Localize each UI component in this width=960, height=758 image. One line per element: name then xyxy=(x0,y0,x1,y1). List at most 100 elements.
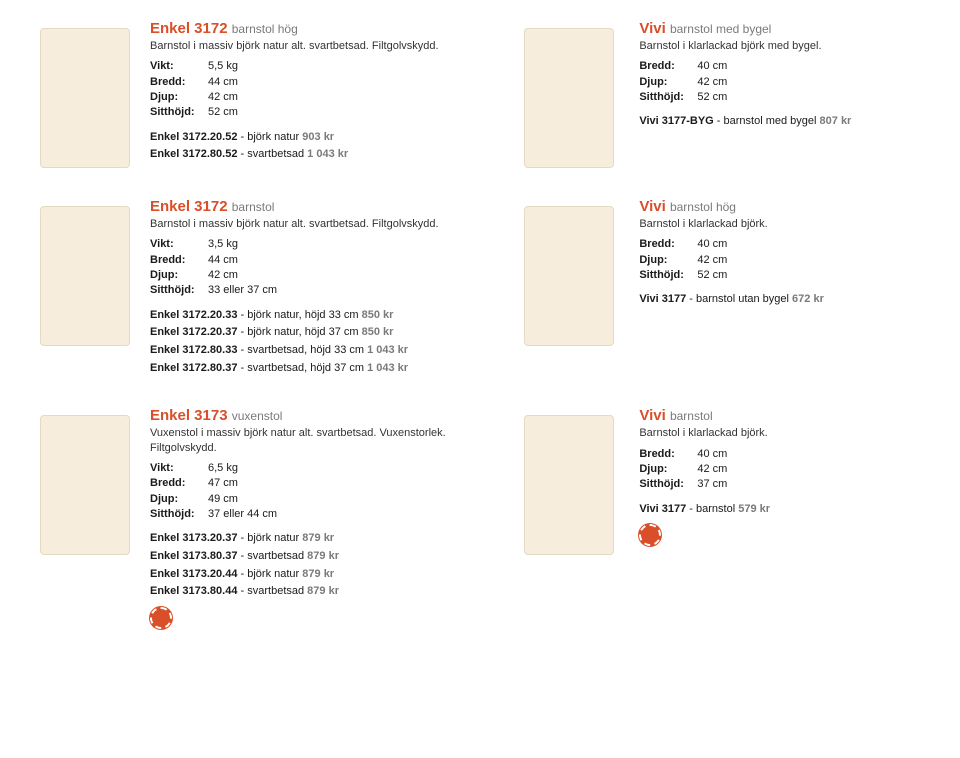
spec-table: Vikt:5,5 kgBredd:44 cmDjup:42 cmSitthöjd… xyxy=(150,59,509,121)
spec-row: Bredd:40 cm xyxy=(639,447,930,462)
sku-code: Enkel 3173.20.44 xyxy=(150,568,237,580)
spec-value: 6,5 kg xyxy=(208,461,238,476)
sku-line: Vivi 3177-BYG - barnstol med bygel 807 k… xyxy=(639,113,930,131)
sku-list: Vivi 3177 - barnstol 579 kr xyxy=(639,501,930,519)
spec-value: 42 cm xyxy=(208,268,238,283)
spec-label: Djup: xyxy=(150,268,208,283)
spec-value: 33 eller 37 cm xyxy=(208,283,277,298)
spec-label: Bredd: xyxy=(639,237,697,252)
product-title: Enkel 3173 vuxenstol xyxy=(150,407,509,424)
product-desc: Vuxenstol i massiv björk natur alt. svar… xyxy=(150,426,509,455)
spec-row: Sitthöjd:37 eller 44 cm xyxy=(150,507,509,522)
sku-code: Enkel 3173.80.44 xyxy=(150,585,237,597)
spec-label: Bredd: xyxy=(639,59,697,74)
product-card: Enkel 3172 barnstolBarnstol i massiv bjö… xyxy=(30,198,509,377)
sku-list: Enkel 3172.20.52 - björk natur 903 krEnk… xyxy=(150,129,509,164)
sku-list: Vivi 3177 - barnstol utan bygel 672 kr xyxy=(639,291,930,309)
product-title-accent: Enkel 3173 xyxy=(150,407,228,424)
product-card: Vivi barnstol Barnstol i klarlackad björk… xyxy=(509,407,930,629)
spec-row: Vikt:3,5 kg xyxy=(150,237,509,252)
spec-label: Sitthöjd: xyxy=(639,268,697,283)
spec-label: Djup: xyxy=(150,90,208,105)
chair-image xyxy=(524,28,614,168)
sku-line: Enkel 3173.20.37 - björk natur 879 kr xyxy=(150,530,509,548)
spec-label: Djup: xyxy=(150,492,208,507)
spec-label: Vikt: xyxy=(150,59,208,74)
spec-row: Djup:49 cm xyxy=(150,492,509,507)
sku-price: 672 kr xyxy=(792,293,824,305)
product-desc: Barnstol i massiv björk natur alt. svart… xyxy=(150,217,509,231)
sku-code: Vivi 3177 xyxy=(639,293,686,305)
product-image-col xyxy=(509,20,629,168)
spec-value: 3,5 kg xyxy=(208,237,238,252)
sku-price: 807 kr xyxy=(820,115,852,127)
catalog-row: Enkel 3172 barnstol högBarnstol i massiv… xyxy=(30,20,930,168)
sku-price: 879 kr xyxy=(307,585,339,597)
sku-price: 1 043 kr xyxy=(307,148,348,160)
product-desc: Barnstol i klarlackad björk med bygel. xyxy=(639,39,930,53)
sku-code: Enkel 3172.80.33 xyxy=(150,344,237,356)
spec-row: Djup:42 cm xyxy=(150,90,509,105)
sku-line: Enkel 3172.80.33 - svartbetsad, höjd 33 … xyxy=(150,342,509,360)
product-text: Vivi barnstol hög Barnstol i klarlackad b… xyxy=(629,198,930,377)
product-title: Vivi barnstol xyxy=(639,407,930,424)
spec-row: Sitthöjd:52 cm xyxy=(150,105,509,120)
product-desc: Barnstol i klarlackad björk. xyxy=(639,426,930,440)
spec-value: 42 cm xyxy=(697,253,727,268)
product-title: Vivi barnstol med bygel xyxy=(639,20,930,37)
product-desc: Barnstol i klarlackad björk. xyxy=(639,217,930,231)
spec-label: Vikt: xyxy=(150,237,208,252)
spec-label: Vikt: xyxy=(150,461,208,476)
sku-code: Enkel 3172.20.37 xyxy=(150,326,237,338)
spec-label: Djup: xyxy=(639,462,697,477)
sku-price: 1 043 kr xyxy=(367,362,408,374)
spec-label: Sitthöjd: xyxy=(150,283,208,298)
sku-line: Enkel 3173.20.44 - björk natur 879 kr xyxy=(150,566,509,584)
sku-line: Enkel 3173.80.44 - svartbetsad 879 kr xyxy=(150,583,509,601)
sku-code: Enkel 3172.20.33 xyxy=(150,309,237,321)
product-desc: Barnstol i massiv björk natur alt. svart… xyxy=(150,39,509,53)
spec-value: 40 cm xyxy=(697,447,727,462)
spec-label: Bredd: xyxy=(150,253,208,268)
sku-line: Enkel 3172.80.37 - svartbetsad, höjd 37 … xyxy=(150,360,509,378)
spec-row: Bredd:44 cm xyxy=(150,75,509,90)
spec-label: Sitthöjd: xyxy=(639,90,697,105)
spec-row: Sitthöjd:52 cm xyxy=(639,90,930,105)
product-title-accent: Vivi xyxy=(639,20,665,37)
sku-price: 879 kr xyxy=(302,532,334,544)
product-card: Vivi barnstol hög Barnstol i klarlackad b… xyxy=(509,198,930,377)
spec-label: Bredd: xyxy=(639,447,697,462)
spec-value: 37 cm xyxy=(697,477,727,492)
sku-line: Enkel 3172.20.52 - björk natur 903 kr xyxy=(150,129,509,147)
product-image-col xyxy=(30,198,140,377)
product-title-sub: barnstol hög xyxy=(670,200,736,214)
spec-table: Bredd:40 cmDjup:42 cmSitthöjd:52 cm xyxy=(639,59,930,105)
sku-code: Enkel 3172.80.37 xyxy=(150,362,237,374)
sku-code: Enkel 3172.80.52 xyxy=(150,148,237,160)
product-image-col xyxy=(30,407,140,629)
sku-price: 850 kr xyxy=(362,309,394,321)
spec-label: Sitthöjd: xyxy=(639,477,697,492)
badge-icon xyxy=(150,607,172,629)
product-text: Enkel 3173 vuxenstol Vuxenstol i massiv b… xyxy=(140,407,509,629)
spec-value: 44 cm xyxy=(208,253,238,268)
spec-value: 40 cm xyxy=(697,237,727,252)
spec-value: 44 cm xyxy=(208,75,238,90)
catalog-row: Enkel 3173 vuxenstol Vuxenstol i massiv b… xyxy=(30,407,930,629)
sku-code: Enkel 3172.20.52 xyxy=(150,131,237,143)
sku-price: 879 kr xyxy=(307,550,339,562)
spec-label: Bredd: xyxy=(150,75,208,90)
product-text: Enkel 3172 barnstolBarnstol i massiv bjö… xyxy=(140,198,509,377)
badge-icon xyxy=(639,524,661,546)
spec-value: 37 eller 44 cm xyxy=(208,507,277,522)
spec-row: Djup:42 cm xyxy=(150,268,509,283)
spec-value: 40 cm xyxy=(697,59,727,74)
spec-table: Vikt:6,5 kgBredd:47 cmDjup:49 cmSitthöjd… xyxy=(150,461,509,523)
product-title-accent: Vivi xyxy=(639,407,665,424)
sku-code: Enkel 3173.20.37 xyxy=(150,532,237,544)
product-title-accent: Vivi xyxy=(639,198,665,215)
sku-price: 579 kr xyxy=(738,503,770,515)
spec-row: Vikt:5,5 kg xyxy=(150,59,509,74)
chair-image xyxy=(40,415,130,555)
sku-line: Vivi 3177 - barnstol utan bygel 672 kr xyxy=(639,291,930,309)
